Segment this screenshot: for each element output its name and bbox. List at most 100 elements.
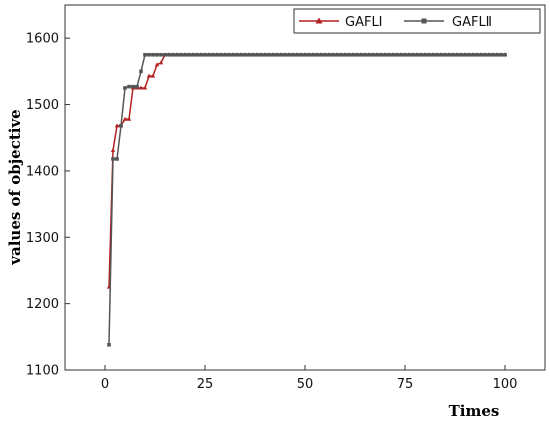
data-point-gafl-2 <box>503 52 507 57</box>
data-point-gafl-2 <box>371 52 375 57</box>
data-point-gafl-2 <box>283 52 287 57</box>
data-point-gafl-2 <box>307 52 311 57</box>
data-point-gafl-2 <box>339 52 343 57</box>
data-point-gafl-2 <box>359 52 363 57</box>
y-tick-label: 1600 <box>26 32 59 47</box>
data-point-gafl-2 <box>215 52 219 57</box>
data-point-gafl-2 <box>259 52 263 57</box>
data-point-gafl-2 <box>191 52 195 57</box>
data-point-gafl-2 <box>383 52 387 57</box>
data-point-gafl-2 <box>211 52 215 57</box>
data-point-gafl-2 <box>355 52 359 57</box>
data-point-gafl-2 <box>491 52 495 57</box>
x-tick-label: 25 <box>197 377 214 392</box>
data-point-gafl-2 <box>319 52 323 57</box>
y-tick-label: 1400 <box>26 164 59 179</box>
data-point-gafl-2 <box>403 52 407 57</box>
data-point-gafl-2 <box>379 52 383 57</box>
legend: GAFLⅠ GAFLⅡ <box>293 8 541 34</box>
data-point-gafl-2 <box>187 52 191 57</box>
data-point-gafl-2 <box>195 52 199 57</box>
y-tick-label: 1500 <box>26 98 59 113</box>
data-point-gafl-2 <box>183 52 187 57</box>
y-axis: 1100 1200 1300 1400 1500 1600 <box>26 32 70 379</box>
y-tick-label: 1300 <box>26 231 59 246</box>
data-point-gafl-2 <box>483 52 487 57</box>
data-point-gafl-2 <box>331 52 335 57</box>
data-point-gafl-1 <box>114 123 120 128</box>
data-point-gafl-2 <box>139 69 143 74</box>
data-point-gafl-2 <box>335 52 339 57</box>
data-point-gafl-2 <box>175 52 179 57</box>
data-point-gafl-2 <box>207 52 211 57</box>
data-point-gafl-2 <box>287 52 291 57</box>
data-point-gafl-2 <box>463 52 467 57</box>
data-point-gafl-2 <box>271 52 275 57</box>
y-tick-label: 1200 <box>26 297 59 312</box>
x-tick-label: 75 <box>397 377 414 392</box>
data-point-gafl-2 <box>487 52 491 57</box>
data-point-gafl-2 <box>227 52 231 57</box>
data-point-gafl-2 <box>343 52 347 57</box>
data-point-gafl-2 <box>303 52 307 57</box>
data-point-gafl-2 <box>391 52 395 57</box>
data-point-gafl-2 <box>363 52 367 57</box>
data-point-gafl-2 <box>299 52 303 57</box>
data-point-gafl-2 <box>311 52 315 57</box>
data-point-gafl-1 <box>122 116 128 121</box>
data-point-gafl-2 <box>255 52 259 57</box>
series-line-gafl-2 <box>108 54 505 345</box>
data-point-gafl-1 <box>126 116 132 121</box>
legend-label-gafl-2: GAFLⅡ <box>452 15 492 30</box>
series-gafl-2 <box>107 52 507 347</box>
data-point-gafl-2 <box>427 52 431 57</box>
data-point-gafl-2 <box>479 52 483 57</box>
data-point-gafl-2 <box>435 52 439 57</box>
data-point-gafl-2 <box>203 52 207 57</box>
data-point-gafl-1 <box>150 73 156 78</box>
x-tick-label: 0 <box>101 377 109 392</box>
data-point-gafl-2 <box>171 52 175 57</box>
data-point-gafl-2 <box>179 52 183 57</box>
data-point-gafl-2 <box>159 52 163 57</box>
data-point-gafl-2 <box>131 84 135 89</box>
data-point-gafl-2 <box>499 52 503 57</box>
data-point-gafl-2 <box>399 52 403 57</box>
data-point-gafl-2 <box>295 52 299 57</box>
data-point-gafl-2 <box>151 52 155 57</box>
data-point-gafl-2 <box>395 52 399 57</box>
data-point-gafl-2 <box>411 52 415 57</box>
data-point-gafl-2 <box>375 52 379 57</box>
data-point-gafl-2 <box>123 86 127 90</box>
data-point-gafl-2 <box>443 52 447 57</box>
data-point-gafl-1 <box>110 147 116 152</box>
data-point-gafl-1 <box>158 60 164 65</box>
series-layer <box>106 52 508 347</box>
data-point-gafl-2 <box>351 52 355 57</box>
data-point-gafl-2 <box>415 52 419 57</box>
data-point-gafl-2 <box>423 52 427 57</box>
data-point-gafl-2 <box>155 52 159 57</box>
data-point-gafl-2 <box>247 52 251 57</box>
data-point-gafl-2 <box>315 52 319 57</box>
data-point-gafl-2 <box>467 52 471 57</box>
data-point-gafl-2 <box>471 52 475 57</box>
legend-label-gafl-1: GAFLⅠ <box>345 15 383 30</box>
legend-marker-gafl-2 <box>421 18 427 24</box>
legend-marker-gafl-1 <box>315 17 323 24</box>
data-point-gafl-2 <box>459 52 463 57</box>
data-point-gafl-2 <box>263 52 267 57</box>
data-point-gafl-2 <box>135 84 139 89</box>
data-point-gafl-1 <box>142 85 148 90</box>
data-point-gafl-2 <box>439 52 443 57</box>
data-point-gafl-2 <box>475 52 479 57</box>
data-point-gafl-2 <box>223 52 227 57</box>
data-point-gafl-2 <box>275 52 279 57</box>
data-point-gafl-2 <box>147 52 151 57</box>
y-tick-label: 1100 <box>26 364 59 379</box>
data-point-gafl-2 <box>347 52 351 57</box>
x-tick-label: 50 <box>297 377 314 392</box>
data-point-gafl-2 <box>431 52 435 57</box>
